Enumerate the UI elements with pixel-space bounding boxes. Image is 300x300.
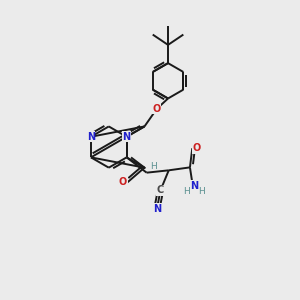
Text: H: H: [183, 187, 190, 196]
Text: H: H: [150, 162, 157, 171]
Text: C: C: [157, 185, 164, 195]
Text: O: O: [119, 177, 127, 188]
Text: H: H: [198, 187, 205, 196]
Text: N: N: [153, 204, 161, 214]
Text: O: O: [153, 104, 161, 114]
Text: N: N: [123, 132, 131, 142]
Text: N: N: [87, 132, 95, 142]
Text: N: N: [190, 181, 198, 191]
Text: O: O: [193, 143, 201, 153]
